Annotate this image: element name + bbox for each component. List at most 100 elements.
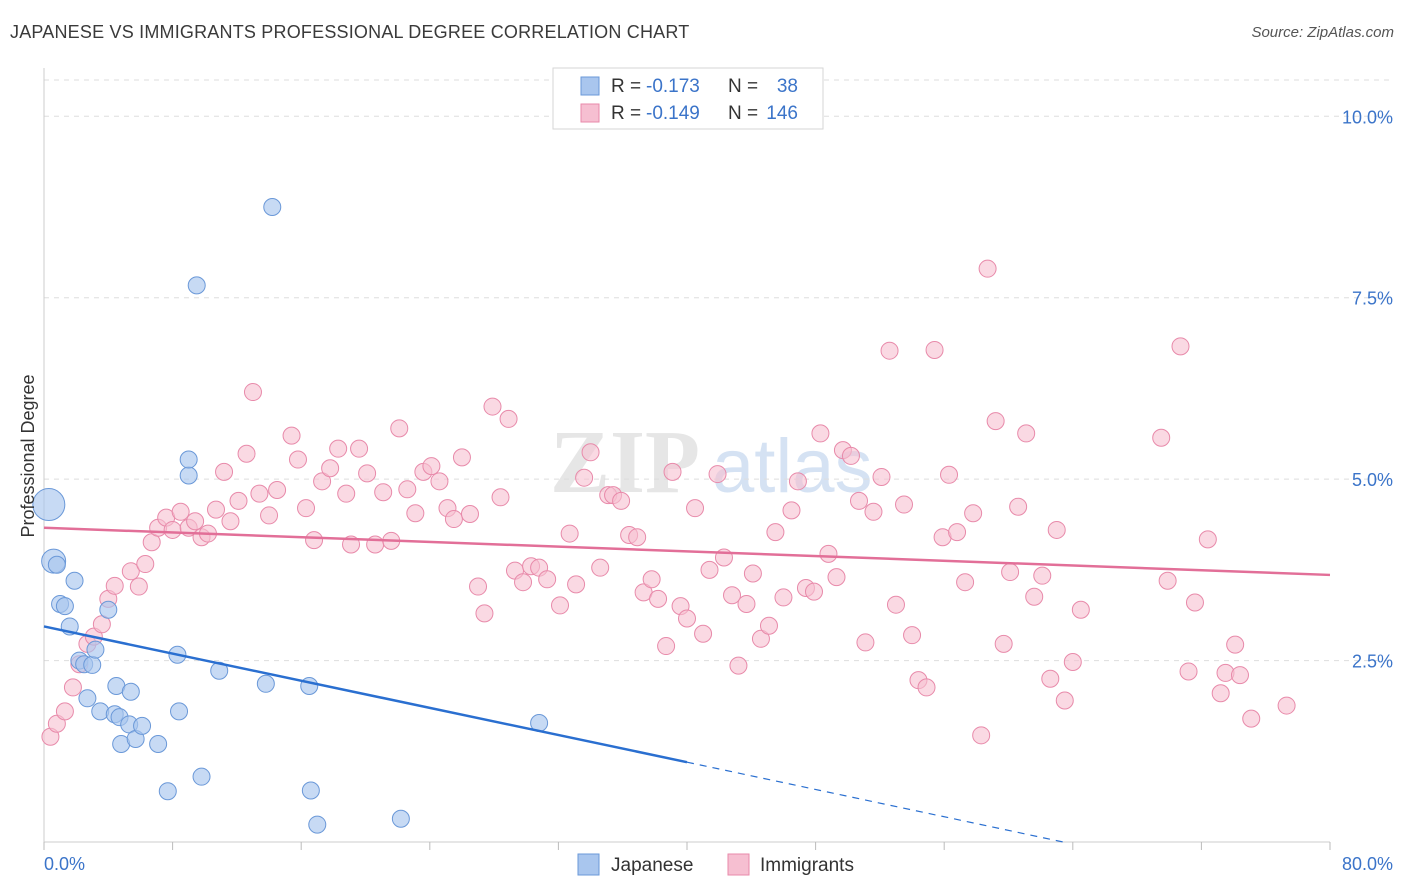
japanese-point: [301, 781, 320, 800]
y-tick-label: 7.5%: [1352, 289, 1393, 309]
legend-immigrants-r-label: R =: [611, 103, 641, 124]
immigrants-point: [1001, 563, 1020, 582]
immigrants-point: [1041, 669, 1060, 688]
immigrants-point: [804, 582, 823, 601]
japanese-point: [187, 276, 206, 295]
immigrants-point: [1179, 662, 1198, 681]
immigrants-point: [872, 467, 891, 486]
legend-japanese-swatch: [580, 76, 600, 96]
immigrants-point: [207, 500, 226, 519]
immigrants-point: [567, 575, 586, 594]
immigrants-point: [686, 499, 705, 518]
immigrants-points: [41, 259, 1296, 746]
japanese-point: [149, 735, 168, 754]
immigrants-point: [136, 555, 155, 574]
immigrants-point: [1211, 684, 1230, 703]
immigrants-point: [649, 589, 668, 608]
immigrants-point: [972, 726, 991, 745]
immigrants-point: [288, 450, 307, 469]
immigrants-point: [358, 464, 377, 483]
y-tick-label: 2.5%: [1352, 652, 1393, 672]
immigrants-point: [591, 558, 610, 577]
immigrants-point: [1242, 709, 1261, 728]
japanese-point: [179, 466, 198, 485]
immigrants-point: [374, 483, 393, 502]
x-tick-label: 80.0%: [1342, 854, 1393, 874]
legend-bottom-immigrants-swatch: [727, 853, 750, 876]
immigrants-point: [1226, 635, 1245, 654]
immigrants-point: [237, 444, 256, 463]
japanese-point: [170, 702, 189, 721]
japanese-point: [133, 716, 152, 735]
immigrants-point: [729, 656, 748, 675]
immigrants-point: [1025, 587, 1044, 606]
immigrants-point: [737, 594, 756, 613]
immigrants-point: [55, 702, 74, 721]
immigrants-point: [282, 426, 301, 445]
immigrants-point: [1055, 691, 1074, 710]
immigrants-point: [171, 502, 190, 521]
immigrants-point: [678, 609, 696, 628]
immigrants-point: [575, 468, 594, 487]
chart-title: JAPANESE VS IMMIGRANTS PROFESSIONAL DEGR…: [10, 22, 690, 42]
immigrants-point: [774, 588, 793, 607]
y-axis-label: Professional Degree: [18, 374, 38, 537]
immigrants-point: [628, 528, 647, 547]
japanese-point: [47, 555, 66, 574]
japanese-point: [55, 597, 74, 616]
immigrants-point: [63, 678, 82, 697]
immigrants-point: [612, 491, 631, 510]
legend-top: R = -0.173 N = 38 R = -0.149 N = 146: [552, 67, 824, 130]
immigrants-point: [422, 457, 441, 476]
immigrants-point: [430, 472, 449, 491]
legend-bottom-japanese-label: Japanese: [611, 855, 693, 876]
immigrants-point: [297, 499, 316, 518]
immigrants-point: [1171, 337, 1190, 356]
immigrants-point: [260, 506, 279, 525]
legend-japanese-r-value: -0.173: [646, 76, 700, 97]
legend-immigrants-swatch: [580, 103, 600, 123]
immigrants-point: [956, 573, 975, 592]
immigrants-point: [1185, 593, 1204, 612]
legend-bottom: Japanese Immigrants: [577, 853, 854, 876]
japanese-point: [179, 450, 198, 469]
immigrants-point: [460, 504, 479, 523]
immigrants-point: [551, 596, 570, 615]
y-tick-label: 10.0%: [1342, 107, 1393, 127]
grid-lines: [44, 79, 1392, 662]
immigrants-point: [581, 443, 600, 462]
immigrants-point: [121, 562, 140, 581]
immigrants-point: [841, 446, 860, 465]
immigrants-point: [850, 491, 869, 510]
immigrants-point: [406, 504, 425, 523]
immigrants-point: [708, 465, 727, 484]
immigrants-point: [1277, 696, 1296, 715]
immigrants-point: [642, 570, 661, 589]
y-tick-labels: 2.5% 5.0% 7.5% 10.0%: [1342, 107, 1393, 671]
japanese-point: [391, 809, 410, 828]
immigrants-point: [268, 481, 287, 500]
immigrants-point: [864, 502, 883, 521]
immigrants-point: [886, 595, 905, 614]
trend-lines: [43, 526, 1331, 843]
immigrants-point: [105, 576, 124, 595]
immigrants-point: [1152, 428, 1171, 447]
immigrants-point: [1071, 600, 1090, 619]
watermark-atlas: atlas: [712, 424, 873, 509]
immigrants-point: [759, 616, 778, 635]
japanese-points: [32, 198, 549, 834]
immigrants-point: [856, 633, 875, 652]
immigrants-point: [743, 564, 762, 583]
immigrants-point: [321, 459, 340, 478]
immigrants-point: [475, 604, 494, 623]
x-tick-labels: 0.0% 80.0%: [44, 854, 1393, 874]
immigrants-point: [129, 577, 148, 596]
japanese-point: [99, 600, 118, 619]
legend-japanese-r-label: R =: [611, 76, 641, 97]
legend-bottom-immigrants-label: Immigrants: [760, 855, 854, 876]
immigrants-point: [483, 397, 502, 416]
immigrants-point: [514, 573, 533, 592]
immigrants-point: [994, 634, 1013, 653]
immigrants-point: [788, 472, 807, 491]
immigrants-point: [221, 512, 240, 531]
